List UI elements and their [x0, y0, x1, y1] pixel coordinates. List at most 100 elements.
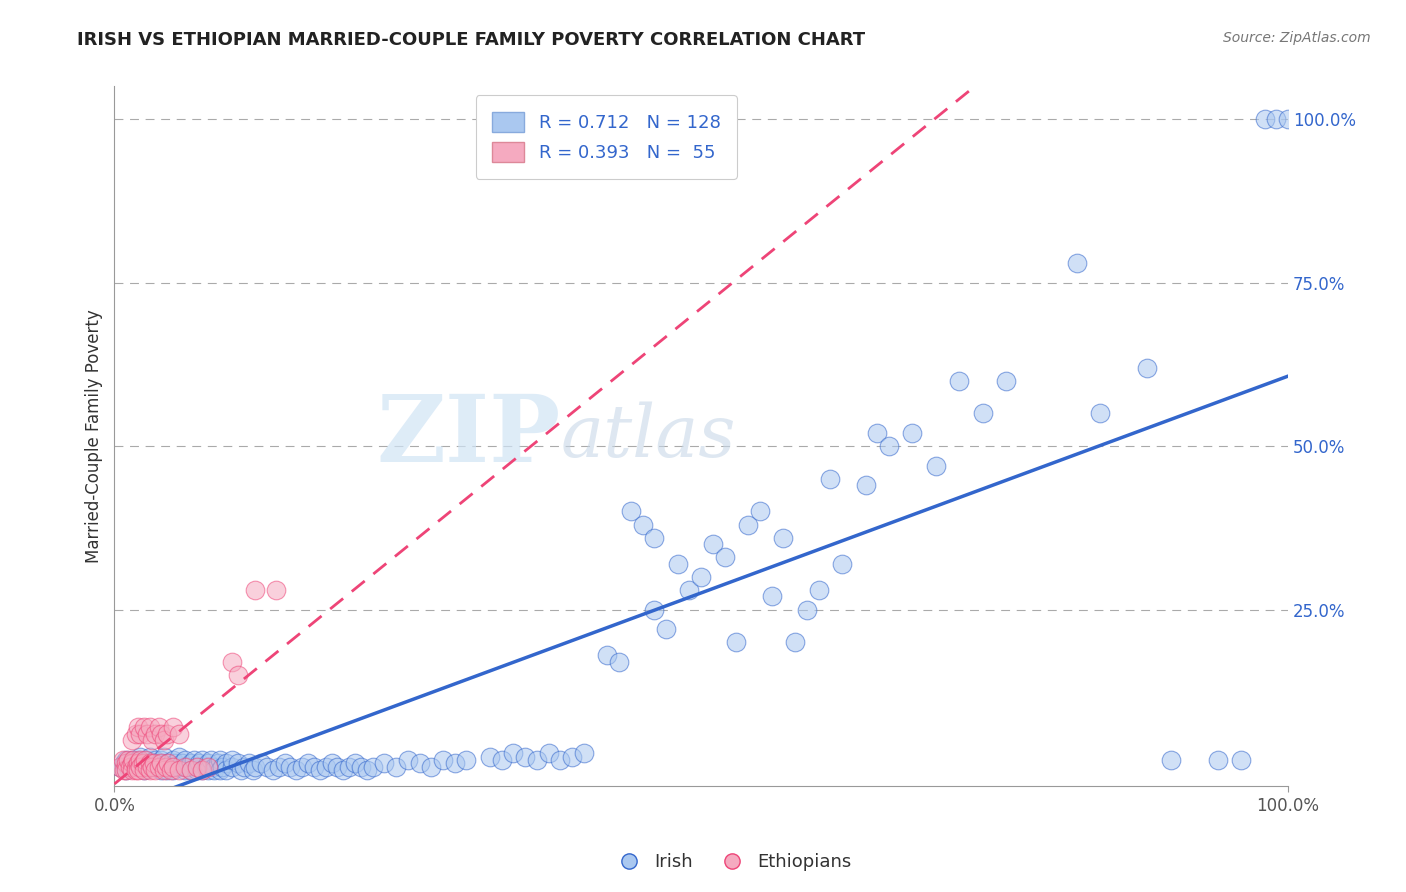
Point [141, 756, 163, 771]
Point [122, 753, 145, 767]
Point [156, 763, 179, 777]
Point [173, 759, 195, 773]
Point [280, 759, 302, 773]
Text: IRISH VS ETHIOPIAN MARRIED-COUPLE FAMILY POVERTY CORRELATION CHART: IRISH VS ETHIOPIAN MARRIED-COUPLE FAMILY… [77, 31, 866, 49]
Point [262, 763, 284, 777]
Point [152, 733, 174, 747]
Point [855, 478, 877, 492]
Point [157, 756, 180, 771]
Point [550, 753, 572, 767]
Point [211, 759, 233, 773]
Point [207, 756, 229, 771]
Point [925, 458, 948, 473]
Point [1206, 753, 1229, 767]
Point [197, 756, 219, 771]
Point [208, 753, 231, 767]
Point [138, 759, 160, 773]
Point [620, 504, 643, 518]
Point [297, 756, 319, 771]
Point [226, 668, 249, 682]
Point [200, 753, 222, 767]
Point [186, 763, 208, 777]
Point [136, 727, 159, 741]
Point [350, 759, 373, 773]
Point [302, 759, 325, 773]
Point [772, 531, 794, 545]
Point [132, 720, 155, 734]
Point [165, 756, 187, 771]
Point [232, 759, 254, 773]
Point [256, 759, 278, 773]
Point [121, 763, 143, 777]
Point [134, 753, 156, 767]
Point [117, 753, 139, 767]
Point [972, 406, 994, 420]
Point [117, 759, 139, 773]
Point [145, 763, 167, 777]
Point [1066, 256, 1088, 270]
Text: Source: ZipAtlas.com: Source: ZipAtlas.com [1223, 31, 1371, 45]
Point [115, 756, 138, 771]
Point [167, 759, 190, 773]
Point [221, 759, 243, 773]
Point [643, 531, 665, 545]
Point [596, 648, 619, 663]
Point [1277, 112, 1299, 126]
Point [138, 763, 160, 777]
Point [111, 753, 134, 767]
Point [607, 655, 630, 669]
Point [761, 590, 783, 604]
Point [901, 425, 924, 440]
Point [285, 763, 308, 777]
Point [148, 756, 170, 771]
Point [156, 727, 179, 741]
Point [167, 727, 190, 741]
Point [172, 756, 194, 771]
Point [443, 756, 465, 771]
Point [167, 763, 190, 777]
Point [127, 759, 149, 773]
Point [537, 747, 560, 761]
Point [141, 759, 163, 773]
Point [1253, 112, 1275, 126]
Point [948, 374, 970, 388]
Point [180, 763, 202, 777]
Point [820, 472, 842, 486]
Point [273, 756, 295, 771]
Point [132, 756, 155, 771]
Point [138, 756, 160, 771]
Point [191, 753, 214, 767]
Point [748, 504, 770, 518]
Point [245, 582, 267, 597]
Point [337, 759, 360, 773]
Point [678, 582, 700, 597]
Point [121, 756, 143, 771]
Point [666, 557, 689, 571]
Point [643, 602, 665, 616]
Point [491, 753, 513, 767]
Point [202, 763, 225, 777]
Point [332, 763, 354, 777]
Point [167, 749, 190, 764]
Point [315, 759, 337, 773]
Point [150, 756, 173, 771]
Point [420, 759, 443, 773]
Point [145, 727, 167, 741]
Point [162, 753, 184, 767]
Point [267, 759, 290, 773]
Point [690, 570, 713, 584]
Point [194, 759, 217, 773]
Point [124, 756, 146, 771]
Point [180, 763, 202, 777]
Point [408, 756, 430, 771]
Point [343, 756, 366, 771]
Point [308, 763, 330, 777]
Point [127, 720, 149, 734]
Point [515, 749, 537, 764]
Point [385, 759, 408, 773]
Legend: Irish, Ethiopians: Irish, Ethiopians [603, 847, 859, 879]
Point [173, 753, 195, 767]
Point [138, 749, 160, 764]
Point [183, 753, 205, 767]
Point [124, 727, 146, 741]
